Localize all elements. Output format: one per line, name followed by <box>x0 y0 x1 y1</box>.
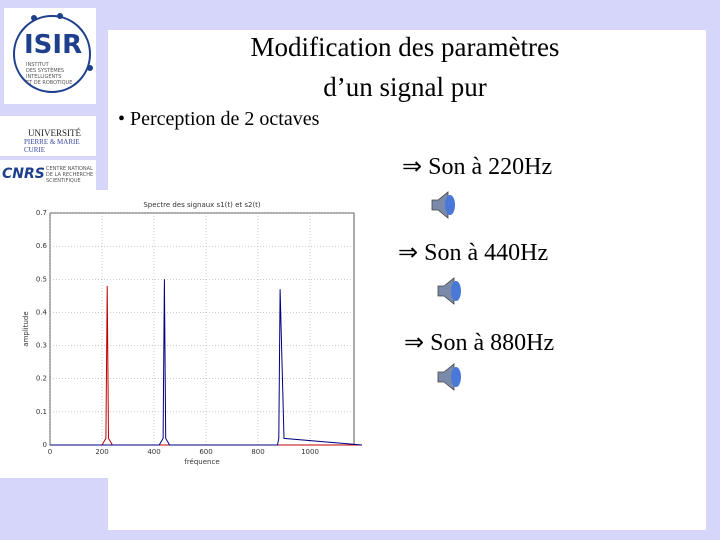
logo-text: DES SYSTÈMES <box>26 68 65 74</box>
y-tick-label: 0 <box>43 441 47 449</box>
upmc-name: UNIVERSITÉ <box>28 128 81 138</box>
y-tick-label: 0.6 <box>36 242 48 250</box>
speaker <box>437 363 455 391</box>
title-line: Modification des paramètres <box>250 32 560 62</box>
logo-text: CENTRE NATIONAL <box>46 166 93 172</box>
y-tick-label: 0.3 <box>36 342 47 350</box>
plot-frame <box>49 212 355 446</box>
dot <box>57 13 63 19</box>
x-tick-label: 600 <box>199 448 212 456</box>
ring <box>13 15 91 93</box>
isir-ring <box>13 13 93 93</box>
spectrum-line <box>50 279 363 446</box>
cnrs-logo: CNRS CENTRE NATIONAL DE LA RECHERCHE SCI… <box>0 160 96 192</box>
logo-text: INTELLIGENTS <box>26 74 62 80</box>
isir-text: INSTITUT DES SYSTÈMES INTELLIGENTS ET DE… <box>26 62 72 86</box>
bullet: • Perception de 2 octaves <box>118 108 320 130</box>
upmc-text: PIERRE & MARIE CURIE <box>24 138 80 154</box>
y-tick-label: 0.5 <box>36 275 47 283</box>
speaker-cone <box>445 195 455 215</box>
y-tick-label: 0.7 <box>36 209 47 217</box>
dot <box>31 15 37 21</box>
isir-name: ISIR <box>24 30 83 60</box>
speaker-icon[interactable] <box>434 362 468 392</box>
x-tick-label: 800 <box>251 448 264 456</box>
speaker <box>437 277 455 305</box>
cnrs-text: CENTRE NATIONAL DE LA RECHERCHE SCIENTIF… <box>46 166 93 184</box>
y-tick-label: 0.1 <box>36 408 47 416</box>
title-line: d’un signal pur <box>323 72 487 102</box>
sound-item: ⇒ Son à 220Hz <box>402 154 553 180</box>
isir-logo: ISIR INSTITUT DES SYSTÈMES INTELLIGENTS … <box>4 8 96 104</box>
x-tick-label: 400 <box>147 448 160 456</box>
logo-text: DE LA RECHERCHE <box>46 172 94 178</box>
logo-text: SCIENTIFIQUE <box>46 178 81 184</box>
y-tick-label: 0.2 <box>36 375 47 383</box>
sound-item: ⇒ Son à 880Hz <box>404 330 555 356</box>
speaker-icon[interactable] <box>428 190 462 220</box>
x-tick-label: 1000 <box>301 448 319 456</box>
x-tick-label: 200 <box>95 448 108 456</box>
cnrs-name: CNRS <box>2 166 45 182</box>
y-tick-label: 0.4 <box>36 308 48 316</box>
plot-title: Spectre des signaux s1(t) et s2(t) <box>143 201 261 209</box>
spectrum-plot: Spectre des signaux s1(t) et s2(t) fréqu… <box>22 201 363 466</box>
speaker-cone <box>451 281 461 301</box>
sound-item: ⇒ Son à 440Hz <box>398 240 549 266</box>
upmc-logo: UNIVERSITÉ PIERRE & MARIE CURIE <box>0 116 96 156</box>
y-axis-label: amplitude <box>22 311 30 346</box>
speaker-cone <box>451 367 461 387</box>
speaker-icon[interactable] <box>434 276 468 306</box>
speaker <box>431 191 449 219</box>
logo-text: ET DE ROBOTIQUE <box>26 80 73 86</box>
bullet-text: Perception de 2 octaves <box>130 108 320 130</box>
x-axis-label: fréquence <box>184 458 219 466</box>
logo-text: INSTITUT <box>26 62 49 68</box>
x-tick-label: 0 <box>48 448 52 456</box>
dot <box>87 65 93 71</box>
